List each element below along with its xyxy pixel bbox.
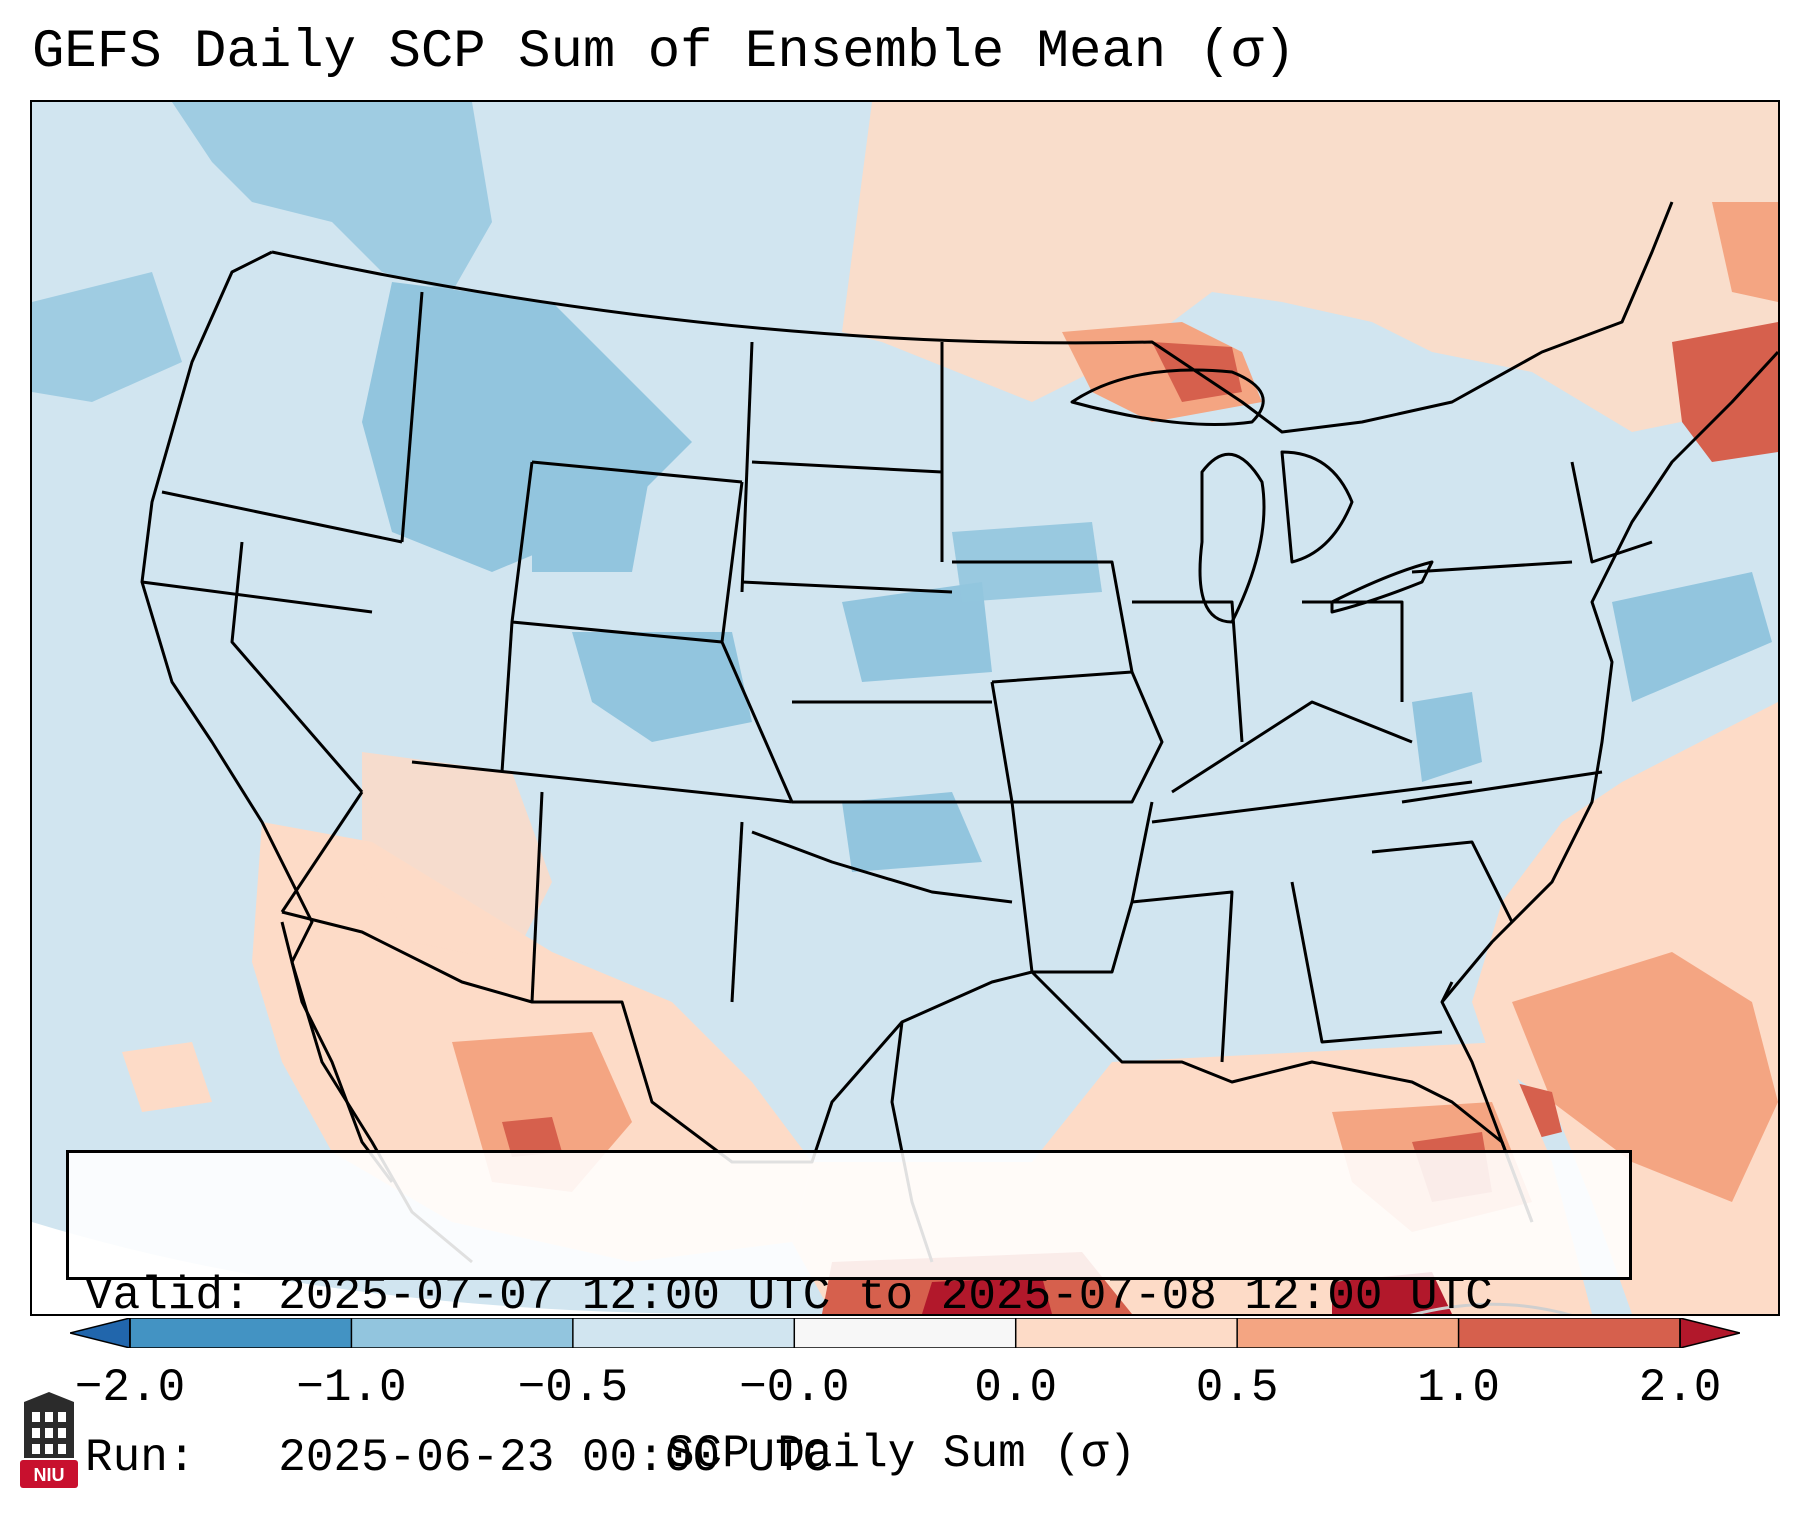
chart-title: GEFS Daily SCP Sum of Ensemble Mean (σ) (32, 22, 1296, 83)
colorbar-label: SCP Daily Sum (σ) (666, 1428, 1137, 1480)
colorbar-segment (351, 1318, 573, 1348)
border-il-in (1132, 600, 1244, 743)
anomaly-region-maine (1712, 202, 1778, 302)
colorbar-extend-max (1679, 1318, 1740, 1348)
border-ky (1171, 700, 1413, 794)
gulf-coast (1030, 970, 1534, 1223)
colorbar-tick-label: 1.0 (1417, 1362, 1500, 1414)
anomaly-region-appalachia (1412, 692, 1482, 782)
anomaly-region-pacific (32, 272, 182, 402)
border-nm-tx (730, 821, 744, 1003)
border-wy (510, 461, 744, 644)
border-ut-co (500, 621, 514, 773)
anomaly-region-caribbean-east (1332, 1272, 1452, 1314)
anomaly-region-wyoming (532, 452, 652, 572)
border-az-nm (530, 791, 544, 1003)
run-value: 2025-06-23 00:00 UTC (278, 1432, 831, 1484)
logo-banner (20, 1460, 78, 1488)
us-canada-border (271, 201, 1674, 434)
border-nv-az (280, 791, 364, 913)
border-or-ca-nv (141, 580, 373, 614)
east-coast (1440, 350, 1778, 1003)
anomaly-region-atlantic-mid (1512, 952, 1778, 1202)
border-ok-tx (751, 830, 1013, 904)
anomaly-region-northwest (172, 102, 492, 292)
colorbar-tick-label: −1.0 (296, 1362, 407, 1414)
anomaly-region-southwest (362, 752, 552, 962)
border-new-england (1570, 461, 1653, 564)
colorbar-tick-labels: −2.0 −1.0 −0.5 −0.0 0.0 0.5 1.0 2.0 (0, 1362, 1803, 1422)
border-mo (990, 671, 1164, 804)
colorbar-segment (130, 1318, 352, 1348)
border-nd-sd (751, 460, 943, 474)
anomaly-region-new-england (1672, 322, 1778, 462)
valid-label: Valid: (85, 1270, 251, 1322)
colorbar (70, 1318, 1740, 1348)
lake-michigan (1198, 452, 1266, 624)
logo-tower (24, 1392, 74, 1458)
anomaly-region-kansas (842, 582, 992, 682)
border-tn (1151, 780, 1473, 824)
anomaly-region-atlantic-blue (1612, 572, 1772, 702)
border-sd-ne (741, 580, 953, 594)
colorbar-tick-label: 0.0 (974, 1362, 1058, 1414)
projection-outside-left (32, 1222, 732, 1314)
valid-value: 2025-07-07 12:00 UTC to 2025-07-08 12:00… (278, 1270, 1493, 1322)
colorbar-segment (794, 1318, 1016, 1348)
border-dakotas (740, 341, 754, 593)
anomaly-region-caribbean-core (922, 1277, 1052, 1314)
border-sc (1371, 840, 1514, 923)
lake-erie (1330, 560, 1434, 614)
border-4corners (411, 760, 793, 804)
lake-superior (1070, 368, 1265, 426)
colorbar-tick-label: −2.0 (74, 1362, 186, 1414)
cuba-outline (1410, 1302, 1572, 1314)
colorbar-segment (1015, 1318, 1238, 1348)
colorbar-tick-label: −0.0 (739, 1362, 850, 1414)
lake-huron (1280, 450, 1354, 564)
anomaly-region-baja (122, 1042, 212, 1112)
colorbar-tick-label: −0.5 (517, 1362, 629, 1414)
anomaly-region-oklahoma (842, 792, 982, 872)
border-ga (1290, 881, 1443, 1044)
colorbar-tick-label: 0.5 (1195, 1362, 1279, 1414)
border-id-mt (400, 291, 424, 543)
map-panel (30, 100, 1780, 1316)
colorbar-segment (1458, 1318, 1680, 1348)
border-nc-va (1401, 770, 1603, 804)
border-pa-ny (1411, 560, 1573, 574)
border-wa-or (161, 490, 403, 544)
map-canvas (32, 102, 1778, 1314)
border-ms-al (1131, 890, 1234, 1063)
anomaly-region-colorado (572, 632, 752, 742)
logo-text: NIU (34, 1465, 65, 1485)
political-boundaries (140, 201, 1778, 1264)
border-ca-nv (230, 541, 364, 793)
run-label: Run: (85, 1432, 196, 1484)
border-mt-wy (531, 460, 743, 484)
border-ar-la (1010, 801, 1154, 974)
us-mexico-border (281, 910, 1033, 1164)
validity-info-box: Valid: 2025-07-07 12:00 UTC to 2025-07-0… (66, 1150, 1632, 1484)
border-co-ks (720, 641, 794, 803)
border-ia (952, 560, 1134, 684)
colorbar-tick-label: 2.0 (1638, 1362, 1722, 1414)
colorbar-extend-min (70, 1318, 131, 1348)
colorbar-segment (572, 1318, 795, 1348)
anomaly-region-mexico-core (502, 1117, 562, 1157)
colorbar-segment (1237, 1318, 1459, 1348)
niu-logo: NIU (20, 1392, 78, 1488)
west-coast (140, 250, 314, 963)
